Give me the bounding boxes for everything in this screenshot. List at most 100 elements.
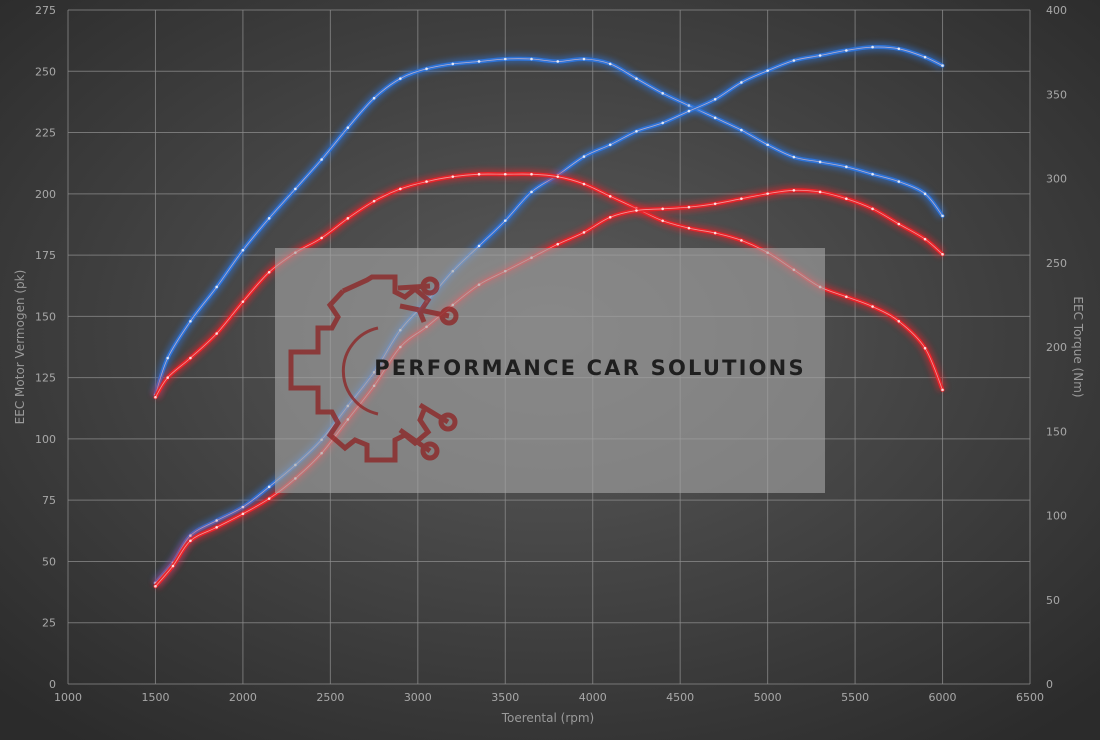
right-tick-label: 200 (1046, 341, 1067, 354)
circuit-node-3 (438, 412, 458, 432)
left-tick-label: 0 (49, 678, 56, 691)
left-tick-label: 175 (35, 249, 56, 262)
data-point (451, 175, 455, 178)
circuit-node-1 (420, 276, 440, 296)
data-point (346, 126, 350, 129)
left-tick-label: 125 (35, 372, 56, 385)
right-tick-label: 0 (1046, 678, 1053, 691)
right-tick-label: 400 (1046, 4, 1067, 17)
data-point (661, 92, 664, 95)
right-tick-label: 50 (1046, 594, 1060, 607)
x-tick-label: 1500 (141, 691, 169, 704)
data-point (818, 190, 822, 194)
data-point (941, 388, 944, 392)
data-point (845, 295, 848, 299)
data-point (687, 109, 691, 113)
data-point (792, 59, 796, 62)
data-point (766, 192, 769, 195)
gear-circuit-logo (288, 274, 459, 463)
right-tick-label: 300 (1046, 173, 1067, 186)
data-point (608, 215, 612, 219)
data-point (530, 57, 533, 61)
left-tick-label: 100 (35, 433, 56, 446)
data-point (372, 96, 376, 100)
data-point (477, 172, 481, 176)
data-point (941, 64, 944, 67)
left-tick-label: 200 (35, 188, 56, 201)
data-point (740, 128, 743, 132)
series-tuned-torque (152, 42, 945, 586)
left-tick-label: 275 (35, 4, 56, 17)
data-point (766, 69, 769, 72)
data-point (582, 57, 586, 61)
x-tick-label: 6500 (1016, 691, 1044, 704)
x-tick-label: 1000 (54, 691, 82, 704)
left-tick-label: 75 (42, 494, 56, 507)
data-point (792, 188, 796, 192)
data-point (241, 512, 245, 516)
data-point (294, 187, 297, 191)
data-point (399, 77, 402, 80)
data-point (661, 207, 664, 211)
data-point (556, 175, 560, 178)
data-point (582, 182, 586, 186)
data-point (241, 300, 245, 303)
data-point (346, 217, 350, 220)
data-point (740, 239, 743, 242)
data-point (871, 172, 874, 176)
x-axis-ticks: 1000 1500 2000 2500 3000 3500 4000 4500 5000 5500… (54, 691, 1044, 704)
data-point (582, 231, 586, 234)
data-point (897, 319, 901, 323)
x-tick-label: 5500 (841, 691, 869, 704)
data-point (897, 222, 901, 226)
left-tick-label: 250 (35, 65, 56, 78)
right-tick-label: 350 (1046, 88, 1067, 101)
data-point (267, 497, 271, 500)
data-point (818, 160, 822, 164)
data-point (608, 143, 612, 147)
watermark-text: PERFORMANCE CAR SOLUTIONS (374, 356, 806, 380)
data-point (166, 376, 169, 379)
data-point (713, 98, 717, 101)
data-point (635, 209, 638, 212)
data-point (818, 54, 822, 57)
data-point (267, 217, 271, 220)
data-point (215, 332, 218, 335)
left-axis-ticks: 0 25 50 75 100 125 150 175 200 225 250 275 (35, 4, 56, 691)
data-point (713, 202, 717, 206)
data-point (267, 270, 271, 274)
data-point (766, 143, 769, 147)
data-point (713, 116, 717, 120)
data-point (897, 180, 901, 183)
data-point (215, 285, 218, 289)
x-tick-label: 3500 (491, 691, 519, 704)
data-point (556, 60, 560, 63)
data-point (635, 130, 638, 133)
data-point (608, 194, 612, 198)
data-point (635, 77, 638, 80)
data-point (189, 539, 192, 543)
data-point (845, 165, 848, 169)
data-point (451, 62, 455, 66)
circuit-traces (397, 283, 450, 454)
data-point (941, 253, 944, 256)
data-point (399, 187, 402, 191)
data-point (530, 190, 533, 194)
left-axis-title: EEC Motor Vermogen (pk) (13, 270, 27, 425)
data-point (241, 248, 245, 252)
data-point (154, 395, 157, 399)
left-tick-label: 225 (35, 127, 56, 140)
data-point (503, 219, 507, 222)
data-point (687, 205, 691, 209)
grid (67, 9, 1031, 685)
data-point (215, 519, 218, 522)
x-tick-label: 5000 (754, 691, 782, 704)
x-tick-label: 4000 (579, 691, 607, 704)
data-point (320, 158, 323, 161)
data-point (503, 57, 507, 61)
data-point (320, 236, 323, 240)
data-point (871, 207, 874, 211)
data-point (477, 244, 481, 248)
data-point (923, 346, 927, 350)
